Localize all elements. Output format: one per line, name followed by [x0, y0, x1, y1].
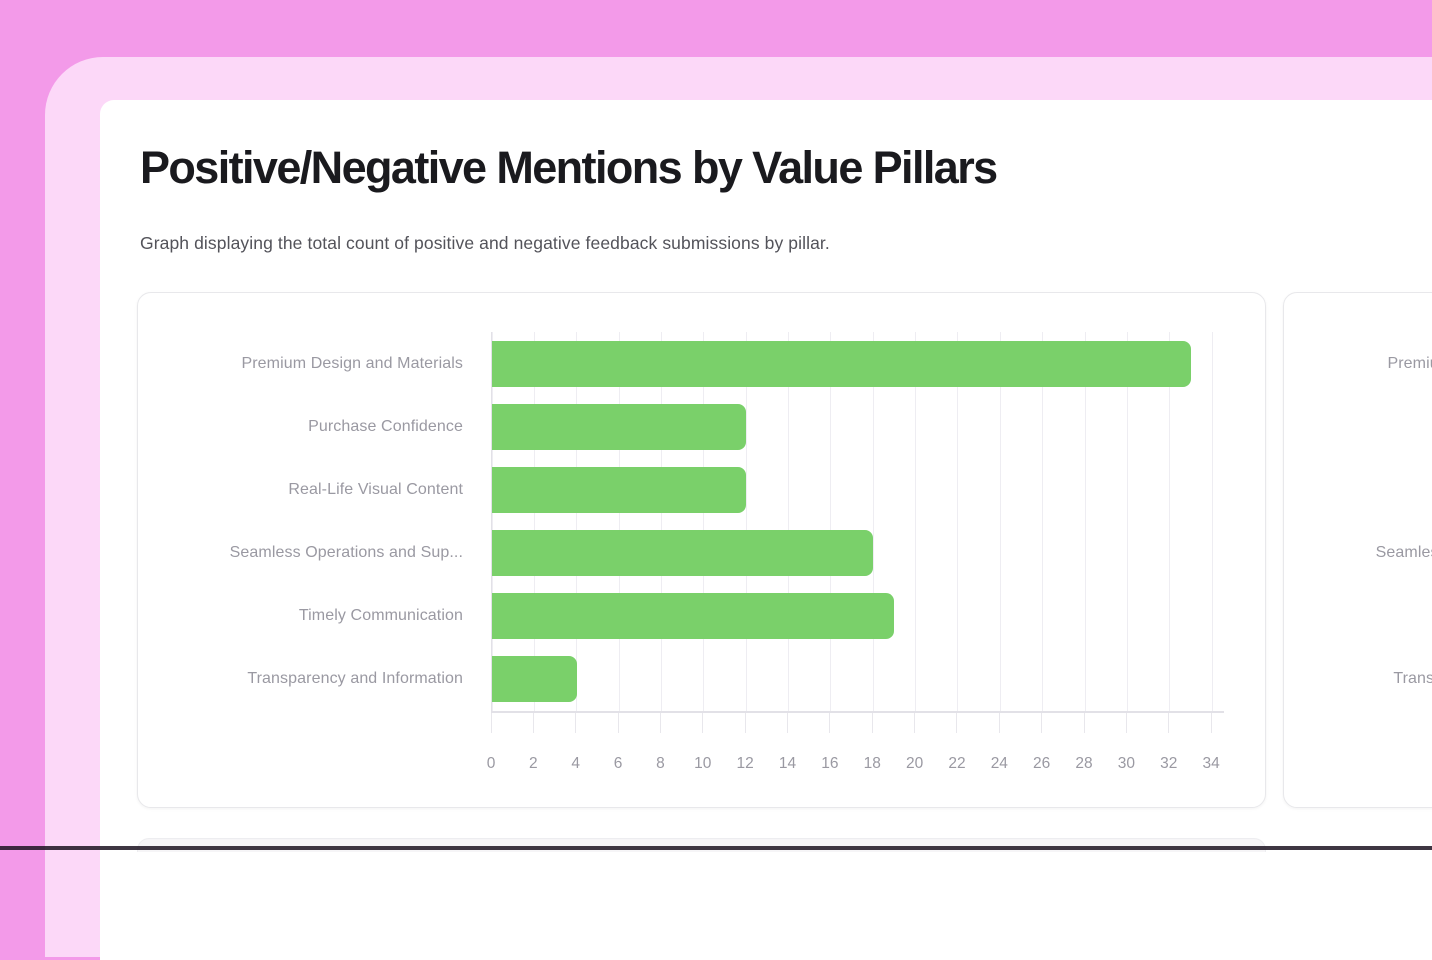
category-axis-labels: Premium Design and Materials Purchase Con… — [1284, 332, 1432, 711]
x-tick-label: 0 — [486, 755, 496, 772]
category-label: Purchase Confidence — [1284, 395, 1432, 458]
x-tick-label: 4 — [571, 755, 581, 772]
category-label: Seamless Operations and Sup... — [1375, 544, 1432, 562]
x-tickmark — [744, 713, 746, 733]
x-tick-label: 34 — [1202, 755, 1220, 772]
x-tickmark — [1210, 713, 1212, 733]
negative-mentions-bar-chart: Premium Design and Materials Purchase Con… — [1284, 293, 1432, 807]
category-label: Premium Design and Materials — [241, 354, 463, 372]
x-tick-label: 14 — [778, 755, 797, 772]
x-gridline — [872, 332, 874, 711]
x-tickmark — [829, 713, 831, 733]
x-gridline — [1084, 332, 1086, 711]
category-label: Premium Design and Materials — [1387, 354, 1432, 372]
x-tick-label: 8 — [656, 755, 665, 772]
x-tickmark — [956, 713, 958, 733]
x-gridline — [703, 332, 705, 711]
x-tickmark — [1168, 713, 1170, 733]
x-tickmark — [532, 713, 534, 733]
x-tickmark — [1083, 713, 1085, 733]
x-gridline — [999, 332, 1001, 711]
x-axis-tick-labels: 0 2 4 6 8 10 12 14 16 18 20 22 24 26 28 30 32 34 — [487, 755, 1223, 775]
chart-bar[interactable] — [492, 403, 747, 450]
x-tick-label: 20 — [905, 755, 924, 772]
category-label: Transparency and Information — [1393, 670, 1432, 688]
x-gridline — [1042, 332, 1044, 711]
x-tick-label: 10 — [694, 755, 712, 772]
positive-mentions-bar-chart: Premium Design and Materials Purchase Con… — [138, 293, 1265, 807]
chart-bar[interactable] — [492, 656, 577, 703]
x-tickmark — [617, 713, 619, 733]
category-label: Purchase Confidence — [308, 417, 463, 435]
x-tickmark — [787, 713, 789, 733]
category-label: Real-Life Visual Content — [288, 480, 463, 498]
x-tickmark — [871, 713, 873, 733]
report-page: Positive/Negative Mentions by Value Pill… — [100, 100, 1432, 960]
x-tick-label: 18 — [863, 755, 881, 772]
x-tickmark — [914, 713, 916, 733]
x-gridline — [745, 332, 747, 711]
x-tickmark — [1041, 713, 1043, 733]
screen-bottom-edge — [0, 846, 1432, 850]
x-axis-tickmarks — [490, 713, 1223, 733]
x-tickmark — [659, 713, 661, 733]
x-gridline — [1169, 332, 1171, 711]
x-tick-label: 26 — [1033, 755, 1051, 772]
chart-bar[interactable] — [492, 593, 895, 640]
negative-mentions-chart-card: Premium Design and Materials Purchase Con… — [1283, 292, 1432, 808]
x-gridline — [1126, 332, 1128, 711]
x-gridline — [788, 332, 790, 711]
category-label: Seamless Operations and Sup... — [229, 544, 463, 562]
plot-area — [491, 332, 1224, 713]
x-tickmark — [575, 713, 577, 733]
category-label: Timely Communication — [1284, 585, 1432, 648]
chart-bar[interactable] — [492, 340, 1191, 387]
x-gridline — [533, 332, 535, 711]
x-tickmark — [1125, 713, 1127, 733]
x-tick-label: 22 — [948, 755, 966, 772]
x-tickmark — [702, 713, 704, 733]
x-tick-label: 12 — [736, 755, 754, 772]
positive-mentions-chart-card: Premium Design and Materials Purchase Con… — [137, 292, 1266, 808]
x-tick-label: 24 — [990, 755, 1008, 772]
x-gridline — [491, 332, 493, 711]
x-gridline — [830, 332, 832, 711]
x-gridline — [576, 332, 578, 711]
x-gridline — [660, 332, 662, 711]
chart-bar[interactable] — [492, 466, 747, 513]
category-label: Timely Communication — [298, 607, 463, 625]
page-title: Positive/Negative Mentions by Value Pill… — [140, 142, 998, 193]
x-tick-label: 16 — [821, 755, 839, 772]
x-tick-label: 2 — [529, 755, 538, 772]
x-gridline — [957, 332, 959, 711]
x-tickmark — [998, 713, 1000, 733]
x-tick-label: 32 — [1160, 755, 1178, 772]
category-label: Transparency and Information — [247, 670, 463, 688]
chart-bar[interactable] — [492, 530, 874, 577]
x-gridline — [1211, 332, 1213, 711]
x-tick-label: 30 — [1117, 755, 1136, 772]
x-tick-label: 28 — [1075, 755, 1093, 772]
x-tickmark — [490, 713, 492, 733]
x-gridline — [618, 332, 620, 711]
chart-cards-row: Premium Design and Materials Purchase Con… — [137, 292, 1432, 808]
x-tick-label: 6 — [613, 755, 623, 772]
category-label: Real-Life Visual Content — [1284, 458, 1432, 521]
page-subtitle: Graph displaying the total count of posi… — [140, 233, 830, 253]
x-gridline — [915, 332, 917, 711]
category-axis-labels: Premium Design and Materials Purchase Con… — [138, 332, 463, 711]
